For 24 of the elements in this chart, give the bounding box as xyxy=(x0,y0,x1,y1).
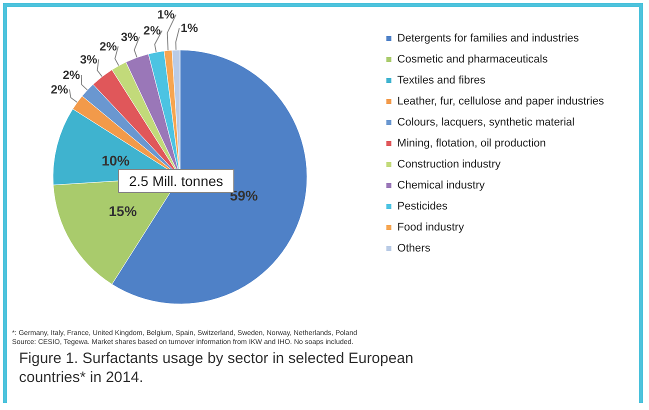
legend-label: Colours, lacquers, synthetic material xyxy=(397,116,575,128)
data-label: 3% xyxy=(80,52,98,66)
data-label: 2% xyxy=(50,82,68,96)
text: Figure 1. Surfactants usage by sector in selected European countries* in 2014. xyxy=(19,350,418,386)
legend-label: Food industry xyxy=(397,222,464,234)
data-label: 2% xyxy=(143,24,162,38)
data-label: 10% xyxy=(102,152,130,168)
data-label: 3% xyxy=(120,30,139,44)
legend-label: Pesticides xyxy=(397,200,448,212)
legend-label: Construction industry xyxy=(397,158,502,170)
legend-label: Others xyxy=(397,242,431,254)
data-label: 1% xyxy=(157,8,175,22)
legend-label: Cosmetic and pharmaceuticals xyxy=(397,54,548,66)
data-label: 15% xyxy=(108,202,138,219)
data-label: 59% xyxy=(230,188,258,204)
text: 2.5 Mill. tonnes xyxy=(129,173,224,189)
legend-label: Leather, fur, cellulose and paper industries xyxy=(397,96,604,108)
legend-label: Textiles and fibres xyxy=(397,74,486,86)
data-label: 2% xyxy=(62,68,80,82)
legend-label: Detergents for families and industries xyxy=(397,32,580,44)
data-label: 2% xyxy=(100,39,118,54)
legend-label: Mining, flotation, oil production xyxy=(397,138,546,150)
legend-label: Chemical industry xyxy=(397,180,486,192)
data-label: 1% xyxy=(180,21,198,36)
